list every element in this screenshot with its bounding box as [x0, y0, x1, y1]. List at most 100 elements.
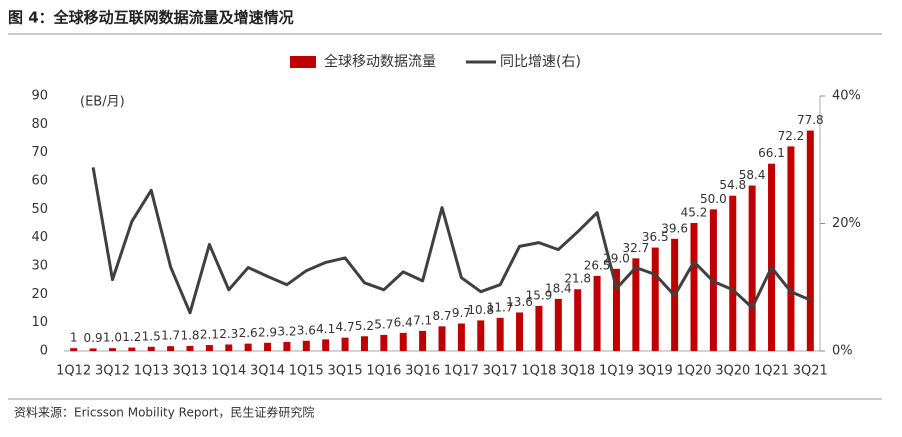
bar [612, 268, 620, 351]
data-label: 3.6 [297, 323, 316, 337]
data-label: 26.5 [584, 258, 611, 272]
bar [787, 146, 795, 351]
bar [322, 339, 330, 351]
line [91, 167, 811, 315]
data-label: 58.4 [739, 168, 766, 182]
x-tick-label: 1Q20 [676, 364, 711, 379]
data-label: 54.8 [719, 178, 746, 192]
y2-tick-label: 40% [832, 89, 861, 104]
bar [574, 289, 582, 351]
data-label: 77.8 [797, 113, 824, 127]
bar [806, 130, 814, 351]
y-tick-label: 30 [31, 259, 48, 274]
bar [516, 312, 524, 351]
bar [554, 298, 562, 351]
bar [108, 348, 116, 351]
x-tick-label: 1Q12 [56, 364, 91, 379]
bar [89, 348, 97, 351]
x-tick-label: 3Q15 [328, 364, 363, 379]
data-label: 13.6 [506, 295, 533, 309]
data-label: 2.1 [200, 328, 219, 342]
y-tick-label: 50 [31, 202, 48, 217]
legend-label: 全球移动数据流量 [324, 53, 436, 70]
x-tick-label: 3Q21 [793, 364, 828, 379]
x-tick-label: 1Q15 [289, 364, 324, 379]
bar [457, 323, 465, 351]
bar [535, 305, 543, 351]
y-tick-label: 40 [31, 230, 48, 245]
x-tick-label: 3Q20 [715, 364, 750, 379]
data-label: 15.9 [526, 288, 553, 302]
y-tick-label: 20 [31, 287, 48, 302]
data-label: 6.4 [394, 315, 413, 329]
bar [496, 317, 504, 351]
x-tick-label: 1Q16 [366, 364, 401, 379]
data-label: 1.8 [180, 328, 199, 342]
data-label: 5.2 [355, 319, 374, 333]
bar [438, 326, 446, 351]
data-label: 4.7 [336, 320, 355, 334]
x-tick-label: 1Q17 [444, 364, 479, 379]
legend-swatch [290, 56, 316, 68]
data-label: 4.1 [316, 322, 335, 336]
data-label: 1 [70, 331, 78, 345]
data-label: 18.4 [545, 281, 572, 295]
data-label: 32.7 [622, 241, 649, 255]
data-label: 0.9 [84, 331, 103, 345]
bar [768, 163, 776, 351]
data-label: 36.5 [642, 230, 669, 244]
bar [399, 332, 407, 351]
data-label: 39.6 [661, 221, 688, 235]
bar [593, 275, 601, 351]
y-tick-label: 70 [31, 145, 48, 160]
data-label: 1.2 [122, 330, 141, 344]
data-label: 10.8 [467, 303, 494, 317]
legend-label: 同比增速(右) [500, 54, 581, 70]
data-label: 66.1 [758, 146, 785, 160]
x-tick-label: 3Q16 [405, 364, 440, 379]
bar [225, 344, 233, 351]
bar [186, 345, 194, 351]
bar [419, 330, 427, 351]
x-tick-label: 3Q14 [250, 364, 285, 379]
bar [690, 222, 698, 351]
y2-tick-label: 20% [832, 216, 861, 231]
bar [341, 337, 349, 351]
data-label: 7.1 [413, 313, 432, 327]
bar [244, 343, 252, 351]
bar [147, 346, 155, 351]
bar [167, 346, 175, 351]
data-label: 72.2 [778, 129, 805, 143]
y-tick-label: 90 [31, 89, 48, 104]
bar [70, 348, 78, 351]
x-tick-label: 3Q19 [638, 364, 673, 379]
y-tick-label: 80 [31, 117, 48, 132]
data-label: 2.6 [239, 326, 258, 340]
x-tick-label: 1Q13 [134, 364, 169, 379]
data-label: 3.2 [277, 324, 296, 338]
bar [729, 195, 737, 351]
x-tick-label: 1Q19 [599, 364, 634, 379]
data-label: 8.7 [432, 309, 451, 323]
bar [302, 340, 310, 351]
y-tick-label: 60 [31, 174, 48, 189]
bar [380, 334, 388, 351]
bar [283, 341, 291, 351]
data-label: 21.8 [564, 272, 591, 286]
x-tick-label: 3Q18 [560, 364, 595, 379]
x-tick-label: 1Q18 [521, 364, 556, 379]
data-label: 50.0 [700, 192, 727, 206]
chart-title: 图 4：全球移动互联网数据流量及增速情况 [8, 9, 294, 27]
x-tick-label: 3Q17 [483, 364, 518, 379]
y-tick-label: 10 [31, 315, 48, 330]
data-label: 2.3 [219, 327, 238, 341]
x-tick-label: 1Q21 [754, 364, 789, 379]
bar [128, 347, 136, 351]
bar [477, 320, 485, 351]
data-label: 2.9 [258, 325, 277, 339]
bar [748, 185, 756, 351]
data-label: 9.7 [452, 306, 471, 320]
x-tick-label: 3Q13 [172, 364, 207, 379]
data-label: 5.7 [374, 317, 393, 331]
bar [264, 342, 272, 351]
